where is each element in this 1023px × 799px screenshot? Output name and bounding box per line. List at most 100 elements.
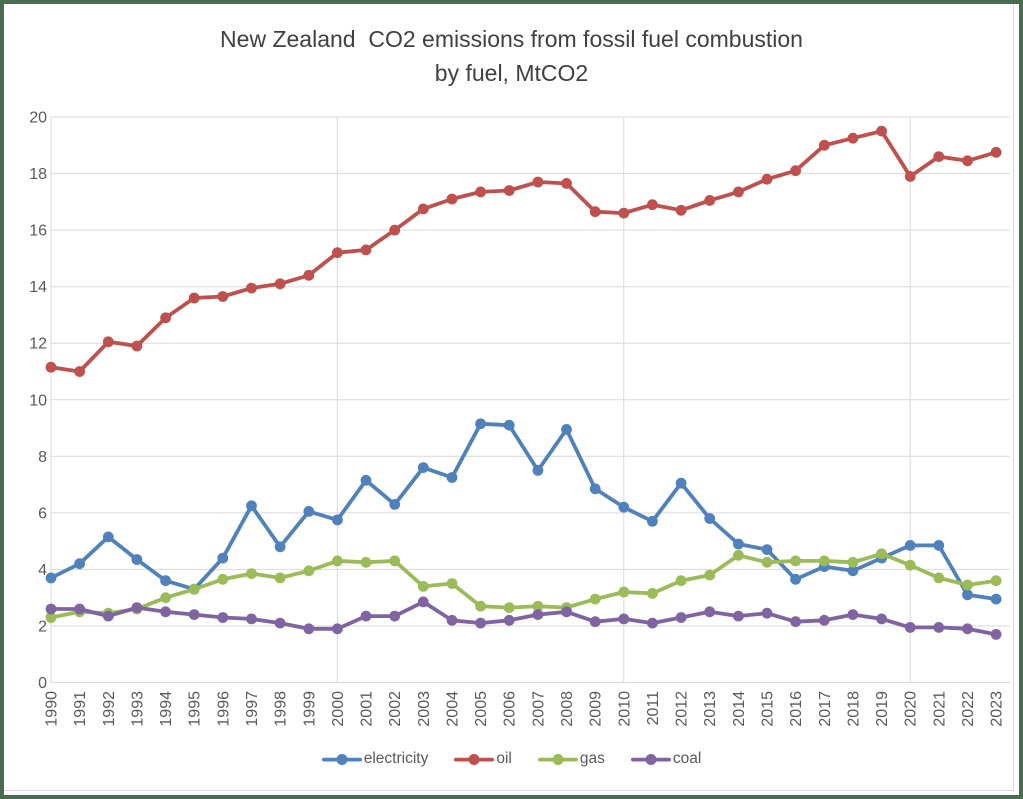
point-gas-2014	[733, 549, 744, 561]
point-coal-2007	[532, 609, 544, 620]
x-tick-label-2019: 2019	[874, 691, 891, 727]
point-oil-1999	[303, 269, 315, 281]
chart-title-line-1: New Zealand CO2 emissions from fossil fu…	[220, 26, 803, 52]
point-coal-1993	[131, 602, 143, 613]
point-oil-1990	[45, 361, 57, 373]
point-oil-2023	[990, 146, 1002, 158]
point-coal-2015	[761, 607, 773, 619]
x-tick-label-2009: 2009	[588, 691, 605, 727]
point-coal-2019	[876, 613, 887, 625]
point-electricity-1996	[217, 552, 229, 564]
point-gas-2017	[818, 555, 830, 567]
series-oil	[45, 125, 1002, 377]
point-coal-1997	[246, 613, 257, 625]
point-electricity-2020	[904, 540, 916, 551]
y-tick-label-20: 20	[29, 110, 47, 127]
x-tick-label-2005: 2005	[473, 691, 490, 727]
point-coal-2004	[446, 614, 458, 626]
x-tick-label-2022: 2022	[960, 691, 977, 727]
point-electricity-2021	[933, 540, 945, 551]
point-oil-1992	[102, 336, 114, 348]
point-coal-1992	[102, 610, 114, 622]
oil-line-marker-icon	[454, 753, 495, 765]
x-tick-label-1993: 1993	[129, 691, 146, 727]
point-electricity-2000	[332, 514, 343, 526]
point-electricity-2010	[618, 501, 630, 513]
chart-title-line-2: by fuel, MtCO2	[434, 60, 589, 86]
point-oil-2001	[360, 244, 372, 256]
point-coal-2016	[790, 616, 801, 628]
point-gas-2022	[962, 579, 973, 591]
point-oil-1996	[217, 291, 229, 302]
y-tick-label-8: 8	[38, 449, 47, 466]
series-gas	[45, 548, 1002, 623]
point-oil-2016	[790, 165, 801, 177]
point-gas-2020	[904, 559, 916, 571]
chart-title: New Zealand CO2 emissions from fossil fu…	[4, 22, 1019, 90]
point-electricity-1991	[74, 558, 85, 570]
x-tick-label-1997: 1997	[244, 691, 261, 727]
point-oil-2014	[733, 186, 744, 198]
coal-line	[49, 600, 998, 637]
point-electricity-2001	[360, 474, 372, 486]
point-gas-1998	[274, 572, 286, 584]
point-coal-2002	[389, 610, 401, 622]
point-electricity-2005	[475, 418, 486, 430]
legend: electricity oil gas	[4, 750, 1019, 768]
x-tick-label-2006: 2006	[502, 691, 519, 727]
legend-item-gas: gas	[537, 750, 605, 768]
point-oil-2007	[532, 176, 544, 188]
point-electricity-2015	[761, 544, 773, 555]
gas-line	[49, 551, 998, 620]
point-electricity-1998	[274, 541, 286, 553]
point-gas-2023	[990, 575, 1002, 587]
x-tick-label-2011: 2011	[645, 691, 662, 726]
point-oil-2004	[446, 193, 458, 205]
electricity-line-marker-icon	[321, 753, 362, 765]
point-coal-2009	[589, 616, 601, 628]
x-tick-label-2008: 2008	[559, 691, 576, 727]
point-gas-2011	[647, 588, 658, 599]
point-oil-2003	[417, 203, 429, 215]
point-oil-2022	[962, 155, 973, 167]
point-electricity-2013	[704, 513, 716, 524]
point-oil-2005	[475, 186, 486, 198]
point-coal-2022	[962, 623, 973, 635]
point-electricity-1997	[246, 500, 257, 512]
electricity-line	[49, 421, 998, 601]
point-electricity-2004	[446, 472, 458, 483]
point-coal-2003	[417, 596, 429, 608]
point-electricity-2009	[589, 483, 601, 495]
point-coal-2014	[733, 610, 744, 622]
point-oil-2020	[904, 171, 916, 182]
point-gas-1994	[160, 592, 172, 604]
x-tick-label-2000: 2000	[330, 691, 347, 727]
point-electricity-2006	[503, 419, 515, 431]
point-electricity-2018	[847, 565, 859, 577]
point-electricity-2011	[647, 515, 658, 527]
point-oil-2015	[761, 173, 773, 185]
point-gas-2019	[876, 548, 887, 560]
point-electricity-1992	[102, 531, 114, 543]
point-electricity-2003	[417, 462, 429, 473]
y-tick-label-10: 10	[29, 392, 47, 409]
point-gas-2010	[618, 586, 630, 598]
x-tick-label-2007: 2007	[530, 691, 547, 727]
oil-line	[49, 129, 998, 374]
point-oil-1995	[188, 292, 200, 304]
x-tick-label-1992: 1992	[101, 691, 118, 727]
point-coal-2005	[475, 617, 486, 629]
point-gas-1995	[188, 583, 200, 595]
point-oil-2018	[847, 132, 859, 144]
point-electricity-2023	[990, 593, 1002, 605]
series-coal	[45, 596, 1002, 640]
point-gas-2001	[360, 556, 372, 568]
point-coal-1994	[160, 606, 172, 618]
y-tick-label-6: 6	[38, 505, 47, 522]
y-tick-label-0: 0	[38, 675, 47, 692]
point-gas-1999	[303, 565, 315, 577]
point-coal-2013	[704, 606, 716, 618]
point-gas-2021	[933, 572, 945, 584]
point-coal-2010	[618, 613, 630, 625]
point-oil-2006	[503, 185, 515, 196]
